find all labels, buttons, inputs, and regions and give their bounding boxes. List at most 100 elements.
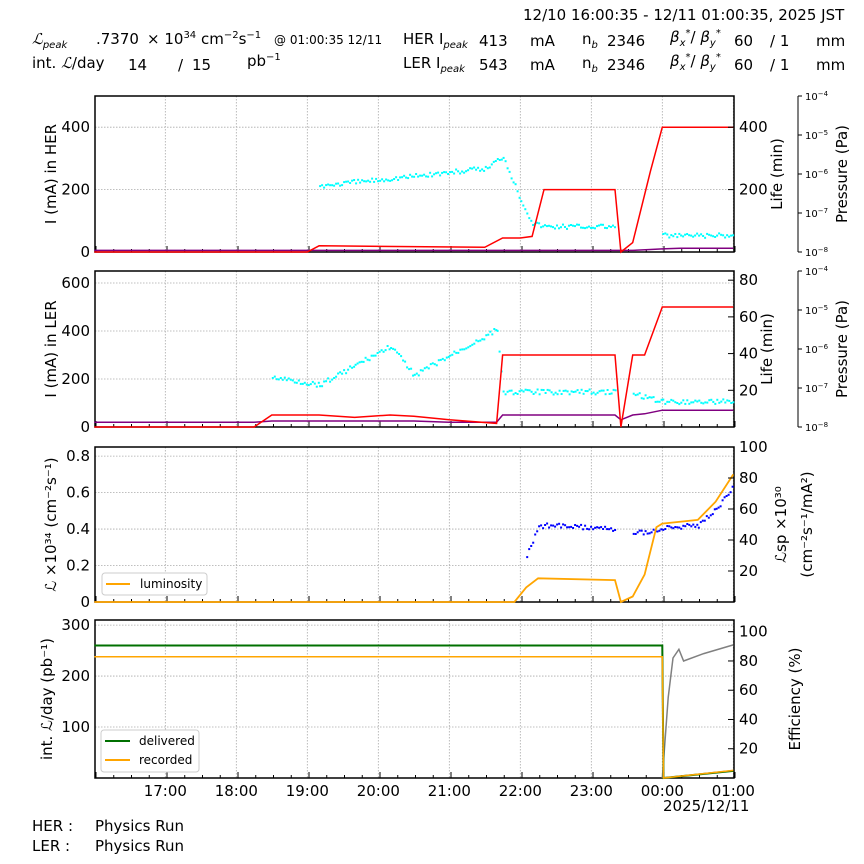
data-point	[345, 372, 348, 375]
data-point	[380, 349, 383, 352]
data-point	[299, 382, 302, 385]
data-point	[634, 533, 637, 535]
y2-tick-label: 60	[739, 308, 758, 326]
data-point	[556, 224, 558, 227]
data-point	[552, 524, 555, 527]
data-point	[596, 391, 599, 394]
ler-ipeak-label: LER Ipeak	[403, 54, 465, 75]
data-point	[692, 235, 695, 238]
data-point	[538, 393, 541, 396]
y-tick-label: 0.8	[66, 447, 90, 465]
data-point	[578, 525, 581, 528]
data-point	[600, 389, 603, 392]
x-tick-label: 17:00	[144, 782, 187, 800]
data-point	[672, 235, 675, 238]
luminosity-line	[94, 473, 735, 604]
data-point	[441, 171, 444, 174]
data-point	[451, 170, 454, 173]
x-tick-label: 20:00	[357, 782, 400, 800]
date-label: 2025/12/11	[663, 797, 750, 815]
data-point	[568, 224, 570, 227]
data-point	[714, 402, 717, 405]
data-point	[570, 390, 573, 393]
her-ipeak-label: HER Ipeak	[403, 30, 468, 51]
data-point	[548, 224, 550, 227]
exp: −5	[818, 129, 828, 137]
data-point	[690, 525, 693, 528]
exp: −4	[818, 90, 829, 98]
data-point	[674, 233, 677, 235]
data-point	[287, 377, 290, 380]
data-point	[692, 401, 695, 404]
data-point	[373, 180, 376, 183]
data-point	[441, 357, 444, 360]
data-point	[696, 400, 699, 403]
data-point	[403, 174, 406, 177]
her-ipeak-unit: mA	[530, 32, 555, 50]
data-point	[413, 175, 416, 178]
data-point	[358, 361, 361, 364]
data-point	[502, 390, 505, 393]
her-nb-label: nb	[582, 30, 598, 51]
data-point	[690, 234, 693, 237]
data-point	[606, 528, 609, 531]
y2-axis-label: Life (min)	[768, 138, 786, 210]
data-point	[715, 507, 718, 510]
data-point	[370, 354, 373, 357]
y2-tick-label: 80	[739, 652, 758, 670]
data-point	[498, 350, 501, 353]
data-point	[475, 168, 478, 171]
data-point	[554, 525, 557, 528]
data-point	[502, 156, 505, 159]
data-point	[682, 399, 685, 402]
data-point	[275, 378, 278, 381]
data-point	[716, 398, 719, 401]
y-tick-label: 300	[61, 616, 90, 634]
data-point	[572, 224, 574, 227]
data-point	[516, 190, 519, 193]
data-point	[506, 390, 509, 393]
ler-status-label: LER :	[32, 837, 71, 855]
pressure-tick-label: 10−4	[805, 90, 829, 103]
data-point	[668, 236, 671, 239]
data-point	[706, 232, 709, 235]
data-point	[363, 180, 366, 183]
panel-2: 0 0.2 0.4 0.6 0.8 20 40 60 80 100 ℒ ×10³⁴ (cm⁻²s⁻¹…	[42, 438, 816, 611]
data-point	[612, 529, 615, 532]
data-point	[335, 375, 338, 378]
data-point	[536, 388, 539, 391]
data-point	[729, 491, 732, 494]
data-point	[362, 360, 365, 363]
data-point	[315, 385, 318, 388]
data-point	[495, 329, 498, 332]
data-point	[443, 359, 446, 362]
data-point	[670, 526, 673, 529]
data-point	[562, 389, 565, 392]
ler-beta-label: βx*/ βy*	[670, 52, 721, 73]
data-point	[724, 236, 727, 239]
data-point	[447, 355, 450, 358]
ler-betay: / 1	[770, 56, 790, 74]
intl-label: int. ℒ/day	[32, 54, 105, 72]
data-point	[658, 400, 661, 403]
lpeak-label: ℒpeak	[32, 30, 68, 51]
data-point	[646, 397, 649, 400]
y-tick-label: 600	[61, 274, 90, 292]
data-point	[483, 169, 486, 172]
data-point	[333, 184, 336, 187]
data-point	[536, 530, 539, 533]
data-point	[433, 173, 436, 176]
data-point	[323, 380, 326, 383]
pressure-axis: 10−8 10−7 10−6 10−5 10−4 Pressure (Pa)	[797, 90, 851, 259]
data-point	[522, 204, 525, 207]
data-point	[398, 353, 401, 355]
data-point	[365, 180, 368, 183]
data-point	[327, 377, 330, 380]
ler-status: Physics Run	[95, 837, 185, 855]
data-point	[710, 234, 713, 237]
data-point	[372, 354, 375, 357]
data-point	[469, 345, 472, 348]
data-point	[492, 160, 495, 163]
data-point	[423, 367, 426, 370]
